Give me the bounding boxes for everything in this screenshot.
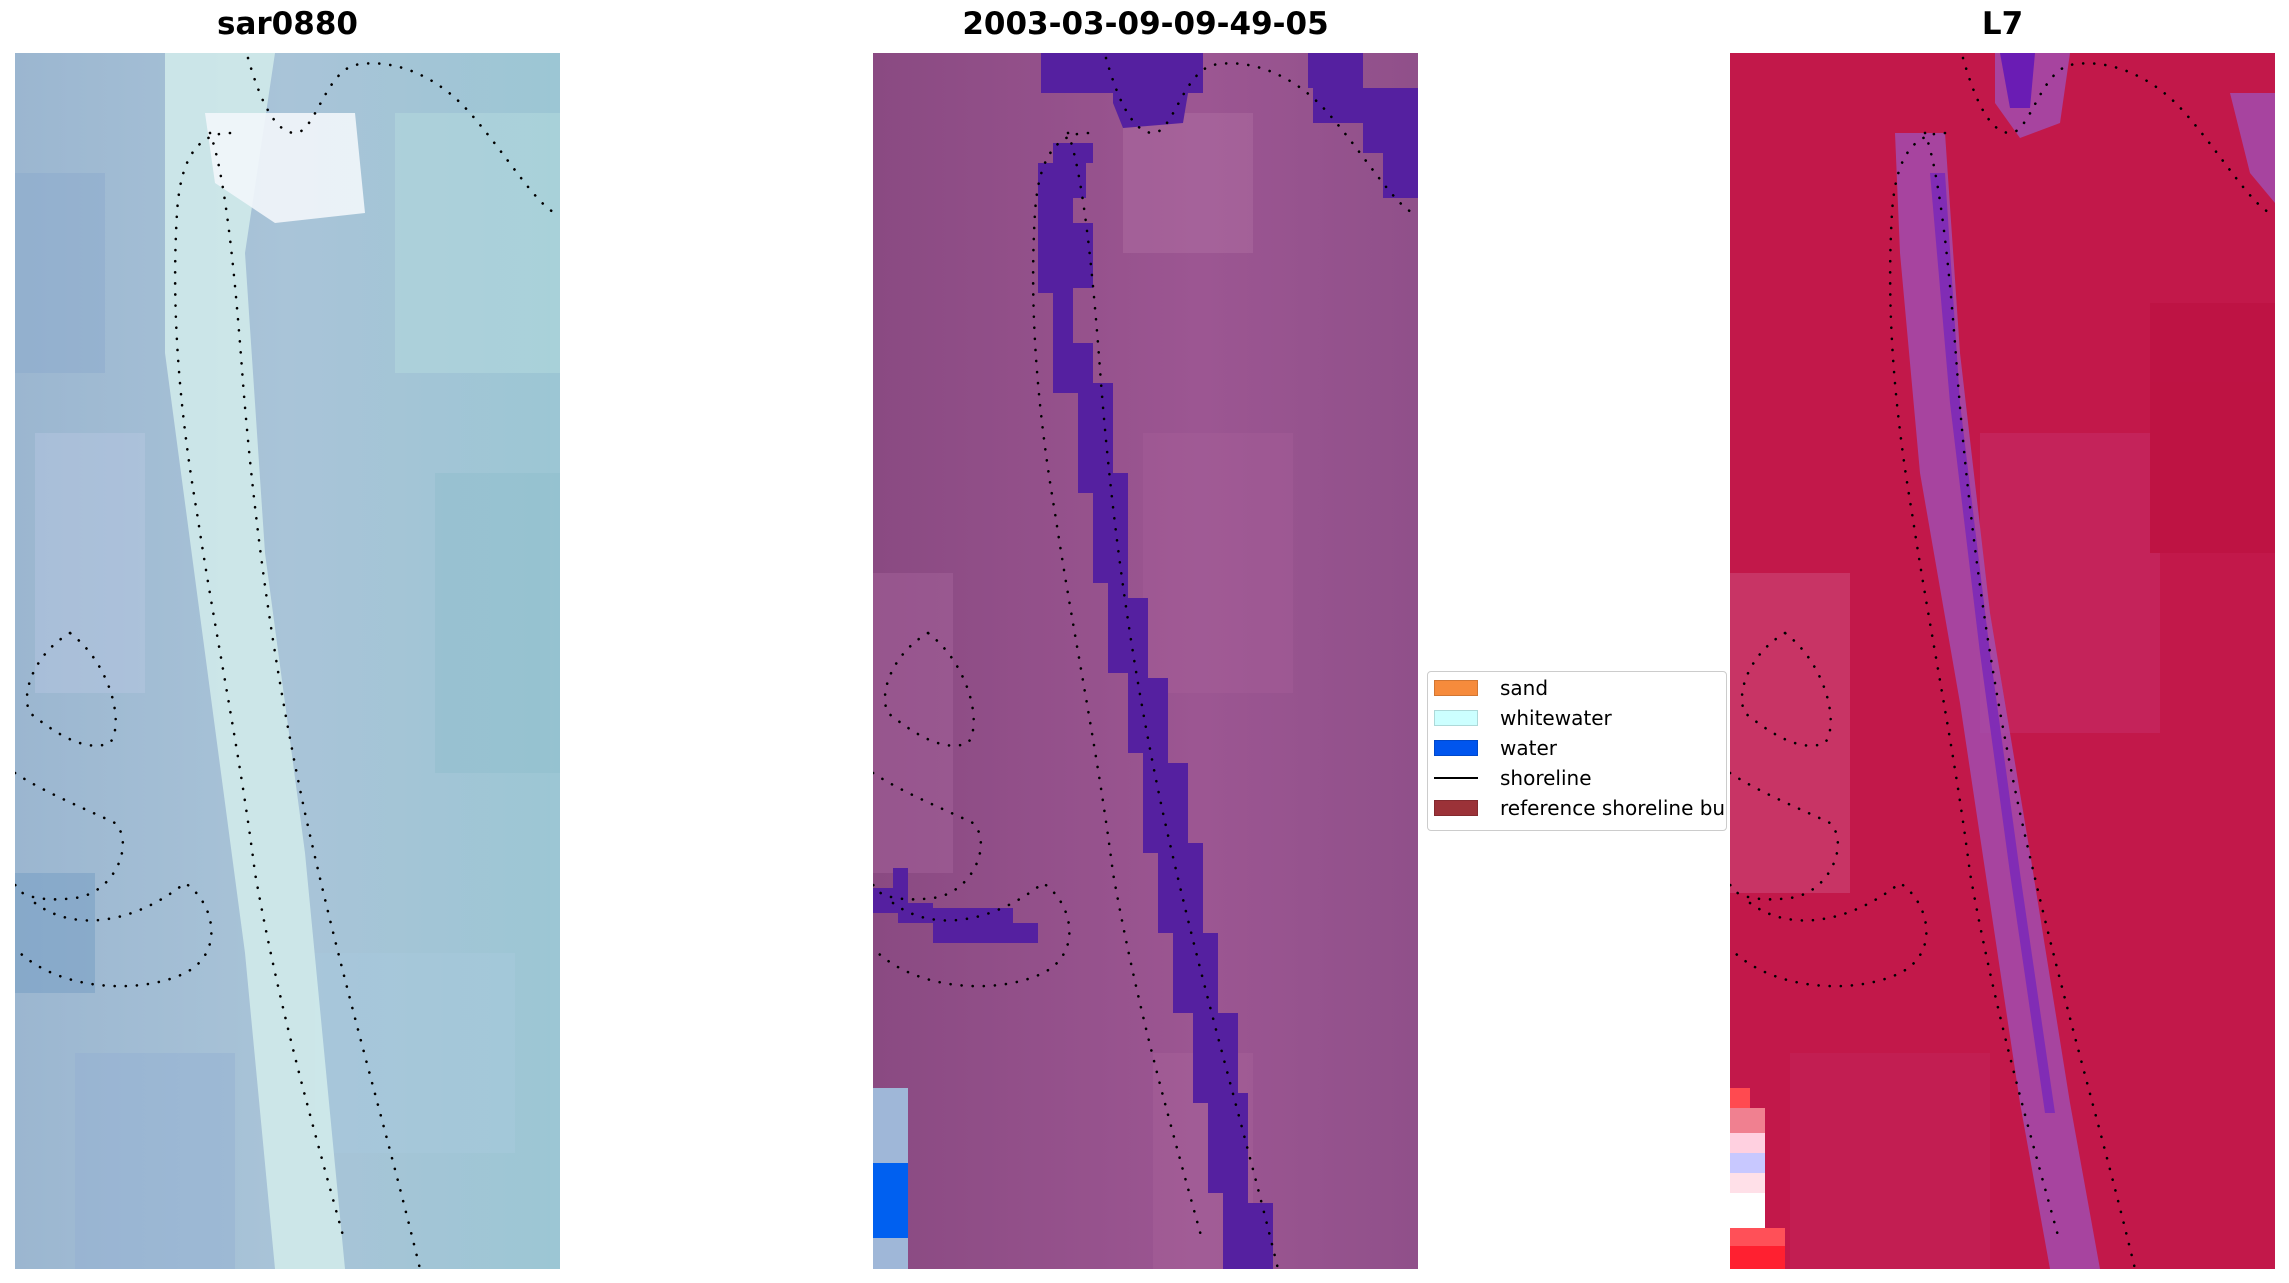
nir-top-dark (2000, 53, 2035, 108)
legend: sand whitewater water shoreline referenc… (1427, 671, 1727, 831)
rgb-image (15, 53, 560, 1269)
shoreline-line-icon (1434, 777, 1478, 779)
rgb-bright-patch (205, 113, 365, 223)
rgb-shoreline (15, 56, 557, 1269)
nir-shoreline (1730, 56, 2272, 1269)
nir-pixel-blocks (1730, 303, 2275, 1269)
legend-item-shoreline: shoreline (1434, 764, 1592, 792)
classified-dark-band (873, 53, 1418, 1269)
legend-item-reference-shoreline-buffer: reference shoreline bu (1434, 794, 1725, 822)
legend-label: water (1500, 736, 1557, 760)
nir-image-panel (1730, 53, 2275, 1269)
nir-channel (1895, 133, 2100, 1269)
panel-title-left: sar0880 (217, 6, 358, 42)
water-swatch (1434, 740, 1478, 756)
classification-panel (873, 53, 1418, 1269)
whitewater-swatch (1434, 710, 1478, 726)
legend-label: whitewater (1500, 706, 1612, 730)
panel-title-middle: 2003-03-09-09-49-05 (962, 6, 1329, 42)
legend-item-water: water (1434, 734, 1557, 762)
nir-dark-band (1930, 173, 2055, 1113)
classified-shoreline (873, 56, 1415, 1269)
nir-image (1730, 53, 2275, 1269)
classified-water-patch (873, 1163, 908, 1238)
legend-label: shoreline (1500, 766, 1592, 790)
legend-item-whitewater: whitewater (1434, 704, 1612, 732)
nir-corner (2230, 93, 2275, 203)
nir-background (1730, 53, 2275, 1269)
legend-label: sand (1500, 676, 1549, 700)
rgb-light-channel (165, 53, 345, 1269)
sand-swatch (1434, 680, 1478, 696)
classified-image (873, 53, 1418, 1269)
rgb-pixel-blocks (15, 113, 560, 1269)
rgb-image-panel (15, 53, 560, 1269)
legend-label: reference shoreline bu (1500, 796, 1726, 820)
legend-item-sand: sand (1434, 674, 1548, 702)
nir-bright-pixels (1730, 1088, 1785, 1269)
reference-buffer-swatch (1434, 800, 1478, 816)
panel-title-right: L7 (1981, 6, 2024, 42)
